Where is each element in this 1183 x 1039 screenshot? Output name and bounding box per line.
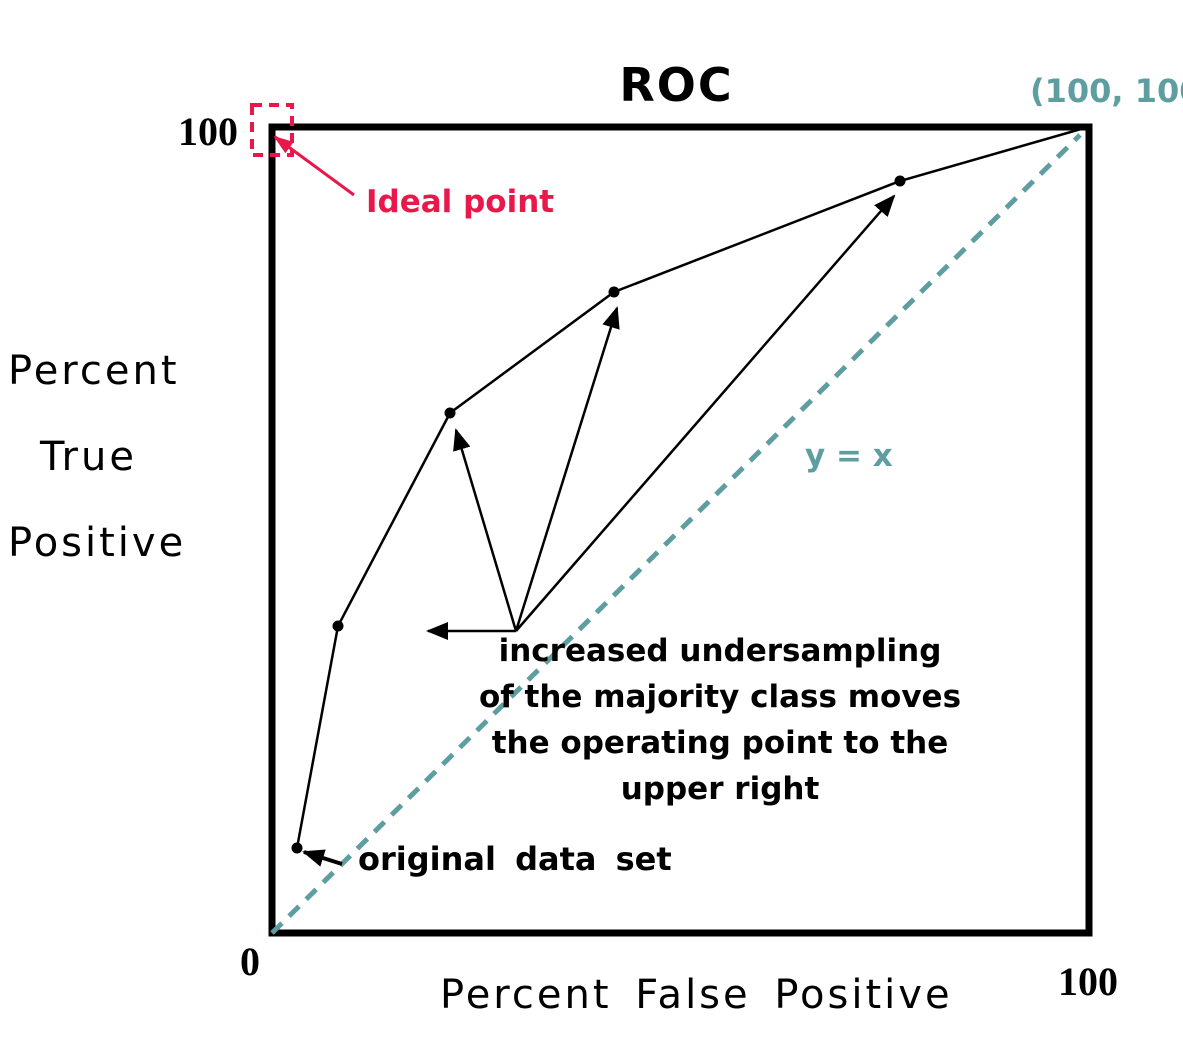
x-tick-100: 100	[1058, 959, 1118, 1004]
y-axis-label-line1: Percent	[8, 348, 180, 394]
roc-points	[291, 175, 906, 854]
note-line-4: upper right	[620, 771, 820, 807]
corner-coordinate-label: (100, 100	[1030, 72, 1183, 110]
note-line-2: of the majority class moves	[478, 679, 962, 715]
ideal-point-box	[250, 103, 294, 157]
x-axis-label: Percent False Positive	[440, 972, 953, 1018]
diagonal-label: y = x	[805, 438, 893, 474]
chart-title: ROC	[619, 58, 734, 112]
original-data-label: original data set	[358, 840, 672, 878]
y-axis-label-line2: True	[40, 434, 137, 480]
undersampling-arrows	[426, 194, 896, 640]
x-tick-0: 0	[240, 939, 260, 984]
diagonal-line	[270, 133, 1082, 935]
note-line-1: increased undersampling	[498, 633, 942, 669]
undersampling-note: increased undersampling of the majority …	[470, 628, 970, 812]
ideal-point-arrow	[273, 135, 355, 197]
plot-frame	[268, 123, 1093, 937]
original-data-arrow	[302, 849, 343, 867]
note-line-3: the operating point to the	[491, 725, 949, 761]
ideal-point-label: Ideal point	[366, 184, 555, 220]
roc-curve	[295, 125, 1089, 849]
y-axis-label-line3: Positive	[8, 520, 187, 566]
y-tick-100: 100	[178, 109, 238, 154]
